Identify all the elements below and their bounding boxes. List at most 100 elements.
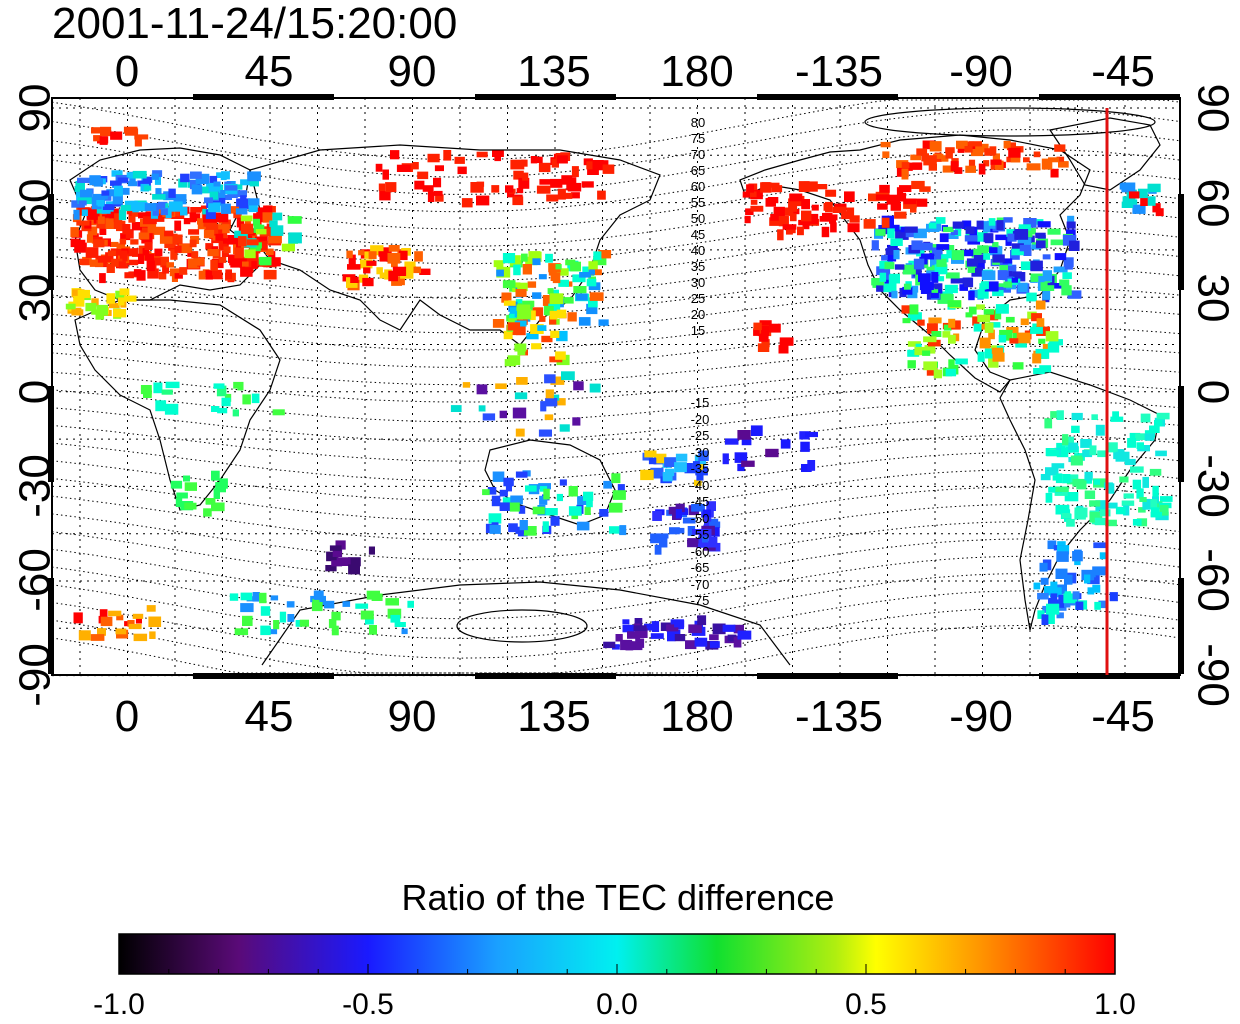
tec-patch: [976, 220, 984, 230]
tec-patch: [516, 188, 524, 194]
tec-patch: [195, 173, 210, 184]
tec-patch: [915, 343, 922, 349]
tec-patch: [1071, 412, 1083, 421]
tec-patch: [164, 230, 174, 237]
tec-patch: [1054, 253, 1067, 261]
tec-patch: [213, 383, 225, 389]
tec-patch: [93, 178, 103, 187]
tec-patch: [478, 405, 486, 412]
tec-patch: [789, 193, 803, 202]
contour-label: -60: [691, 544, 710, 559]
colorbar-ticks: [118, 964, 1116, 974]
tec-patch: [503, 330, 513, 340]
tec-patch: [919, 281, 934, 290]
tec-patch: [1132, 519, 1142, 526]
tec-patch: [992, 254, 1005, 263]
tec-patch: [1026, 227, 1036, 235]
contour-label: -15: [691, 395, 710, 410]
tec-patch: [1026, 231, 1033, 238]
tec-patch: [1038, 338, 1046, 344]
tec-patch: [1119, 476, 1129, 483]
contour-label: -45: [691, 494, 710, 509]
tec-patch: [757, 343, 770, 352]
contour-line: [51, 521, 1181, 580]
tec-patch: [491, 495, 501, 507]
colorbar-title: Ratio of the TEC difference: [402, 877, 835, 918]
tec-patch: [1045, 613, 1055, 624]
y-tick-label-right: -60: [1188, 548, 1237, 612]
tec-patch: [995, 234, 1009, 241]
tec-patch: [93, 239, 105, 248]
tec-patch: [702, 536, 709, 543]
tec-patch: [750, 191, 757, 198]
tec-patch: [971, 248, 982, 258]
axis-bar-top: [757, 94, 898, 100]
axis-bar-right: [1178, 194, 1184, 290]
tec-patch: [1093, 479, 1100, 485]
tec-patch: [211, 272, 223, 280]
tec-patch: [770, 213, 781, 221]
tec-patch: [1075, 601, 1084, 610]
tec-patch: [95, 309, 105, 320]
tec-patch: [400, 268, 414, 279]
tec-patch: [1006, 156, 1014, 163]
tec-patch: [965, 312, 973, 318]
tec-patch: [570, 192, 580, 199]
tec-patch: [907, 341, 921, 347]
tec-patch: [1056, 447, 1069, 458]
tec-patch: [584, 506, 591, 515]
tec-patch: [499, 502, 512, 511]
contour-label: 75: [691, 131, 705, 146]
tec-patch: [493, 260, 504, 268]
tec-patch: [724, 438, 739, 445]
tec-patch: [907, 360, 916, 369]
tec-patch: [227, 192, 238, 198]
contour-north-pole: [864, 107, 1156, 137]
x-tick-label-bottom: -135: [795, 692, 883, 741]
tec-patch: [545, 253, 553, 263]
tec-patch: [482, 489, 490, 496]
tec-patch: [612, 644, 620, 650]
tec-patch: [180, 173, 190, 183]
tec-patch: [937, 293, 952, 304]
tec-patch: [216, 385, 227, 397]
tec-patch: [128, 248, 139, 257]
tec-patch: [741, 436, 752, 446]
contour-label: -40: [691, 478, 710, 493]
y-tick-label-left: -60: [11, 548, 60, 612]
tec-patch: [927, 287, 939, 297]
x-tick-label-top: 45: [245, 47, 294, 96]
tec-patch: [401, 628, 408, 635]
y-tick-label-right: 90: [1188, 84, 1237, 133]
tec-patch: [941, 155, 949, 162]
tec-patch: [1047, 540, 1057, 550]
tec-patch: [589, 292, 604, 301]
tec-patch: [911, 180, 925, 189]
tec-patch: [702, 509, 711, 518]
tec-patch: [369, 625, 377, 635]
tec-patch: [116, 243, 126, 250]
tec-patch: [189, 212, 197, 223]
tec-patch: [517, 308, 532, 320]
tec-patch: [588, 297, 598, 308]
tec-patch: [1035, 348, 1050, 359]
tec-patch: [220, 173, 227, 181]
tec-patch: [1144, 433, 1155, 441]
tec-patch: [599, 509, 609, 517]
tec-patch: [750, 205, 764, 212]
tec-patch: [1036, 318, 1045, 327]
tec-patch: [882, 151, 890, 158]
tec-patch: [1048, 486, 1062, 493]
tec-patch: [1062, 434, 1069, 445]
tec-patch: [538, 429, 552, 437]
tec-patch: [240, 179, 253, 186]
contour-line: [51, 503, 1181, 561]
tec-patch: [152, 207, 159, 216]
tec-patch: [208, 202, 221, 213]
tec-patch: [518, 177, 530, 189]
tec-patch: [1023, 157, 1030, 163]
tec-patch: [128, 623, 142, 630]
tec-patch: [427, 191, 435, 202]
tec-patch: [694, 637, 708, 647]
tec-patch: [733, 624, 744, 634]
